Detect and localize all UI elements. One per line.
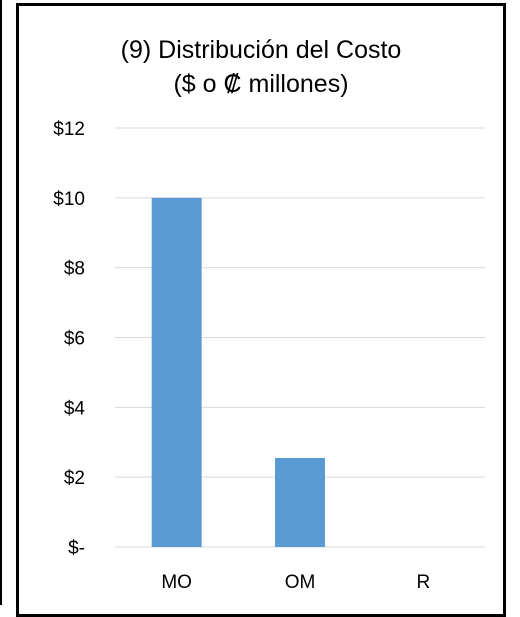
chart-border xyxy=(16,3,506,617)
left-border-line xyxy=(0,0,2,605)
x-tick-label: MO xyxy=(161,572,192,593)
y-tick-label: $2 xyxy=(64,468,85,489)
chart-title: (9) Distribución del Costo xyxy=(120,36,402,64)
y-tick-label: $6 xyxy=(64,329,85,350)
y-tick-label: $8 xyxy=(64,259,85,280)
chart-subtitle: ($ o ₡ millones) xyxy=(173,70,349,98)
y-tick-label: $10 xyxy=(53,189,85,210)
bar-mo xyxy=(151,197,202,548)
x-tick-label: OM xyxy=(285,572,316,593)
y-tick-label: $12 xyxy=(53,119,85,140)
x-tick-label: R xyxy=(416,572,430,593)
bar-om xyxy=(275,457,325,547)
y-tick-label: $- xyxy=(68,538,85,559)
y-tick-label: $4 xyxy=(64,398,86,419)
